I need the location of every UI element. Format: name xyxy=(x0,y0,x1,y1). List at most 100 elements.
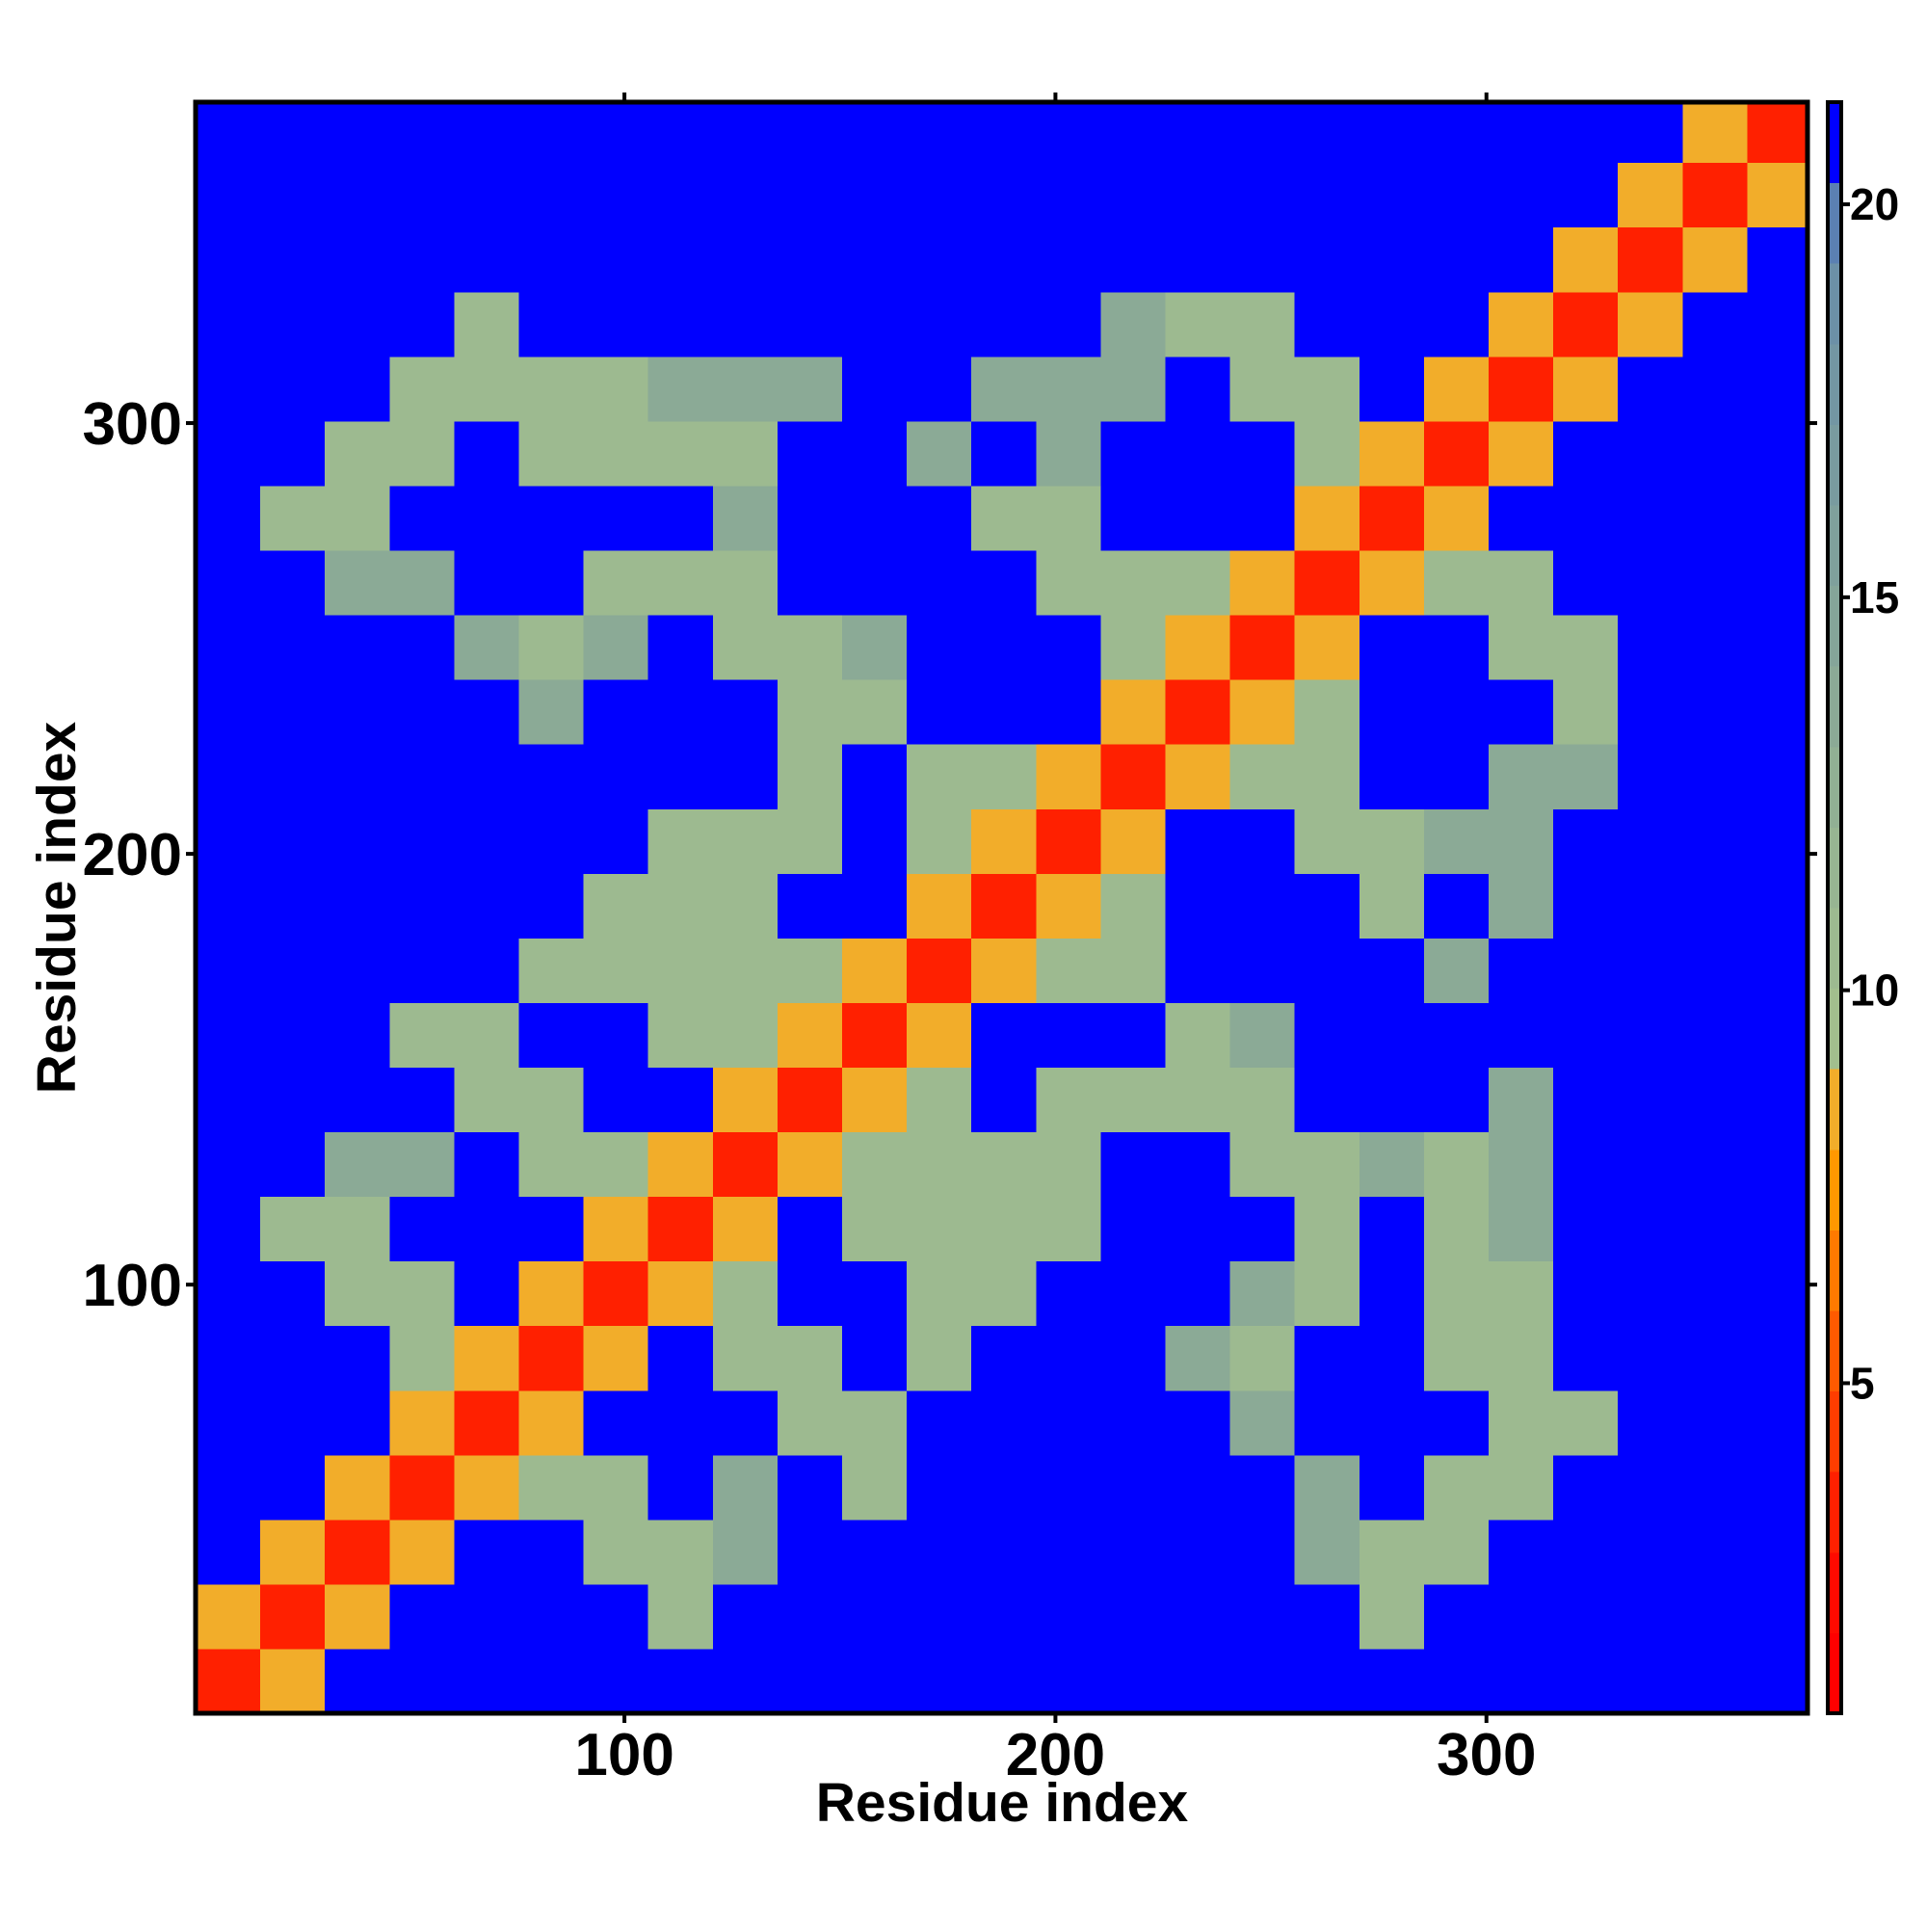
heatmap-cell xyxy=(1618,1648,1683,1713)
heatmap-cell xyxy=(907,226,972,293)
heatmap-cell xyxy=(1294,420,1360,487)
heatmap-cell xyxy=(518,226,585,293)
heatmap-cell xyxy=(1036,485,1101,551)
colorbar-step xyxy=(1828,1310,1841,1392)
heatmap-cell xyxy=(1618,1389,1683,1456)
heatmap-cell xyxy=(712,356,779,422)
heatmap-cell xyxy=(907,102,972,164)
heatmap-cell xyxy=(1553,938,1619,1003)
heatmap-cell xyxy=(1553,1325,1619,1391)
heatmap-cell xyxy=(325,226,390,293)
heatmap-cell xyxy=(1553,420,1619,487)
heatmap-cell xyxy=(647,938,714,1003)
heatmap-cell xyxy=(907,485,972,551)
heatmap-cell xyxy=(325,1002,390,1069)
colorbar-step xyxy=(1828,988,1841,1070)
heatmap-cell xyxy=(1036,615,1101,680)
heatmap-cell xyxy=(325,808,390,874)
heatmap-cell xyxy=(712,938,779,1003)
heatmap-cell xyxy=(325,549,390,616)
heatmap-cell xyxy=(325,1131,390,1198)
heatmap-cell xyxy=(1553,1131,1619,1198)
heatmap-cell xyxy=(196,1002,261,1069)
heatmap-cell xyxy=(777,1067,843,1133)
heatmap-cell xyxy=(454,1454,520,1521)
heatmap-cell xyxy=(1294,549,1360,616)
heatmap-cell xyxy=(1294,226,1360,293)
heatmap-cell xyxy=(1229,744,1296,809)
heatmap-cell xyxy=(583,549,649,616)
heatmap-cell xyxy=(1165,938,1231,1003)
heatmap-cell xyxy=(260,1325,326,1391)
heatmap-cell xyxy=(518,679,585,745)
heatmap-cell xyxy=(1100,1454,1167,1521)
heatmap-cell xyxy=(777,420,843,487)
heatmap-cell xyxy=(1036,1196,1101,1262)
heatmap-cell xyxy=(389,808,455,874)
heatmap-cell xyxy=(777,1389,843,1456)
heatmap-cell xyxy=(1036,226,1101,293)
heatmap-cell xyxy=(260,1389,326,1456)
heatmap-cell xyxy=(907,615,972,680)
heatmap-cell xyxy=(712,808,779,874)
heatmap-cell xyxy=(1747,420,1808,487)
heatmap-cell xyxy=(583,420,649,487)
heatmap-cell xyxy=(1229,162,1296,228)
heatmap-cell xyxy=(841,873,908,939)
heatmap-cell xyxy=(454,1648,520,1713)
heatmap-cell xyxy=(971,1389,1037,1456)
heatmap-cell xyxy=(389,1131,455,1198)
heatmap-cell xyxy=(518,356,585,422)
heatmap-cell xyxy=(1036,1519,1101,1585)
heatmap-cell xyxy=(971,1002,1037,1069)
heatmap-cell xyxy=(1618,485,1683,551)
heatmap-cell xyxy=(325,1583,390,1650)
heatmap-cell xyxy=(1165,615,1231,680)
heatmap-cell xyxy=(518,615,585,680)
heatmap-cell xyxy=(1553,226,1619,293)
heatmap-cell xyxy=(841,485,908,551)
heatmap-cell xyxy=(1100,1260,1167,1327)
heatmap-cell xyxy=(325,1519,390,1585)
heatmap-cell xyxy=(196,744,261,809)
heatmap-cell xyxy=(647,1002,714,1069)
heatmap-cells xyxy=(196,102,1808,1713)
heatmap-cell xyxy=(1618,1325,1683,1391)
heatmap-cell xyxy=(1100,1131,1167,1198)
heatmap-cell xyxy=(712,744,779,809)
heatmap-cell xyxy=(1100,938,1167,1003)
heatmap-cell xyxy=(1423,485,1490,551)
heatmap-cell xyxy=(1229,226,1296,293)
heatmap-cell xyxy=(1165,1519,1231,1585)
heatmap-cell xyxy=(196,1131,261,1198)
heatmap-cell xyxy=(1682,1260,1748,1327)
heatmap-cell xyxy=(712,1131,779,1198)
heatmap-cell xyxy=(454,1583,520,1650)
heatmap-cell xyxy=(1359,226,1425,293)
heatmap-cell xyxy=(1229,291,1296,357)
x-tick-label: 200 xyxy=(1006,1722,1105,1788)
heatmap-cell xyxy=(389,744,455,809)
heatmap-cell xyxy=(907,1648,972,1713)
heatmap-cell xyxy=(841,1260,908,1327)
heatmap-cell xyxy=(1488,549,1554,616)
heatmap-cell xyxy=(1488,1260,1554,1327)
heatmap-cell xyxy=(518,1131,585,1198)
heatmap-cell xyxy=(1682,1389,1748,1456)
heatmap-cell xyxy=(1553,102,1619,164)
heatmap-cell xyxy=(196,938,261,1003)
heatmap-cell xyxy=(325,1389,390,1456)
heatmap-cell xyxy=(777,744,843,809)
heatmap-cell xyxy=(1165,1454,1231,1521)
heatmap-cell xyxy=(260,938,326,1003)
colorbar-step xyxy=(1828,263,1841,345)
heatmap-cell xyxy=(518,1583,585,1650)
heatmap-cell xyxy=(841,162,908,228)
y-tick-label: 200 xyxy=(83,822,182,888)
heatmap-cell xyxy=(1165,1260,1231,1327)
heatmap-cell xyxy=(454,679,520,745)
heatmap-cell xyxy=(454,1067,520,1133)
heatmap-cell xyxy=(389,1196,455,1262)
heatmap-cell xyxy=(1165,1067,1231,1133)
heatmap-cell xyxy=(1423,873,1490,939)
